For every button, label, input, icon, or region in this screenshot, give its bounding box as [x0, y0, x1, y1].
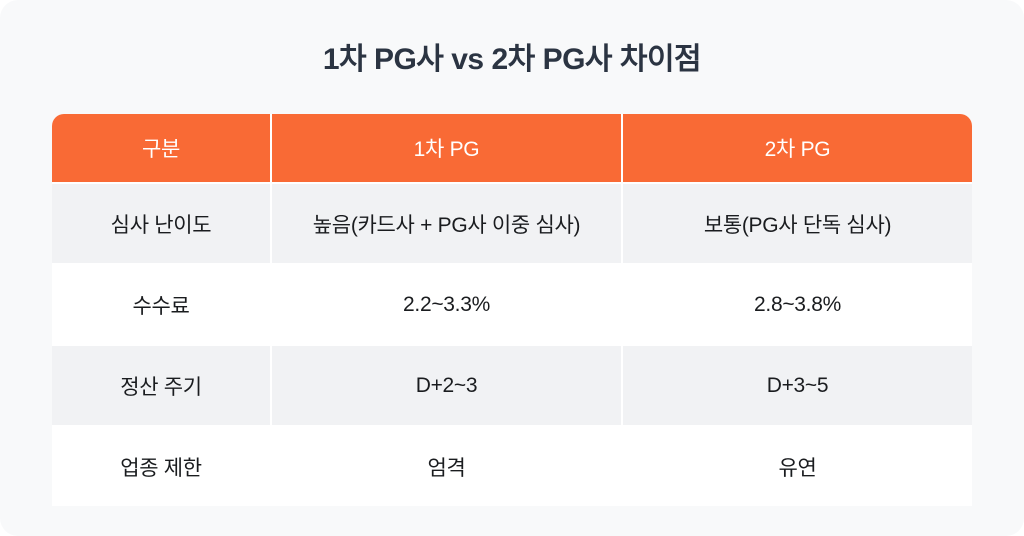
row-label-industry-restriction: 업종 제한	[52, 427, 270, 506]
table-cell: 2.2~3.3%	[272, 265, 621, 344]
table-cell: D+3~5	[623, 346, 972, 425]
table-cell: 높음(카드사 + PG사 이중 심사)	[272, 184, 621, 263]
table-cell: 보통(PG사 단독 심사)	[623, 184, 972, 263]
column-header-primary-pg: 1차 PG	[272, 114, 621, 182]
comparison-table: 구분 1차 PG 2차 PG 심사 난이도 높음(카드사 + PG사 이중 심사…	[52, 114, 972, 506]
row-label-fee: 수수료	[52, 265, 270, 344]
column-header-category: 구분	[52, 114, 270, 182]
table-cell: 엄격	[272, 427, 621, 506]
page-title: 1차 PG사 vs 2차 PG사 차이점	[322, 43, 702, 76]
column-header-secondary-pg: 2차 PG	[623, 114, 972, 182]
table-cell: 2.8~3.8%	[623, 265, 972, 344]
table-cell: 유연	[623, 427, 972, 506]
row-label-review-difficulty: 심사 난이도	[52, 184, 270, 263]
row-label-settlement-cycle: 정산 주기	[52, 346, 270, 425]
table-cell: D+2~3	[272, 346, 621, 425]
